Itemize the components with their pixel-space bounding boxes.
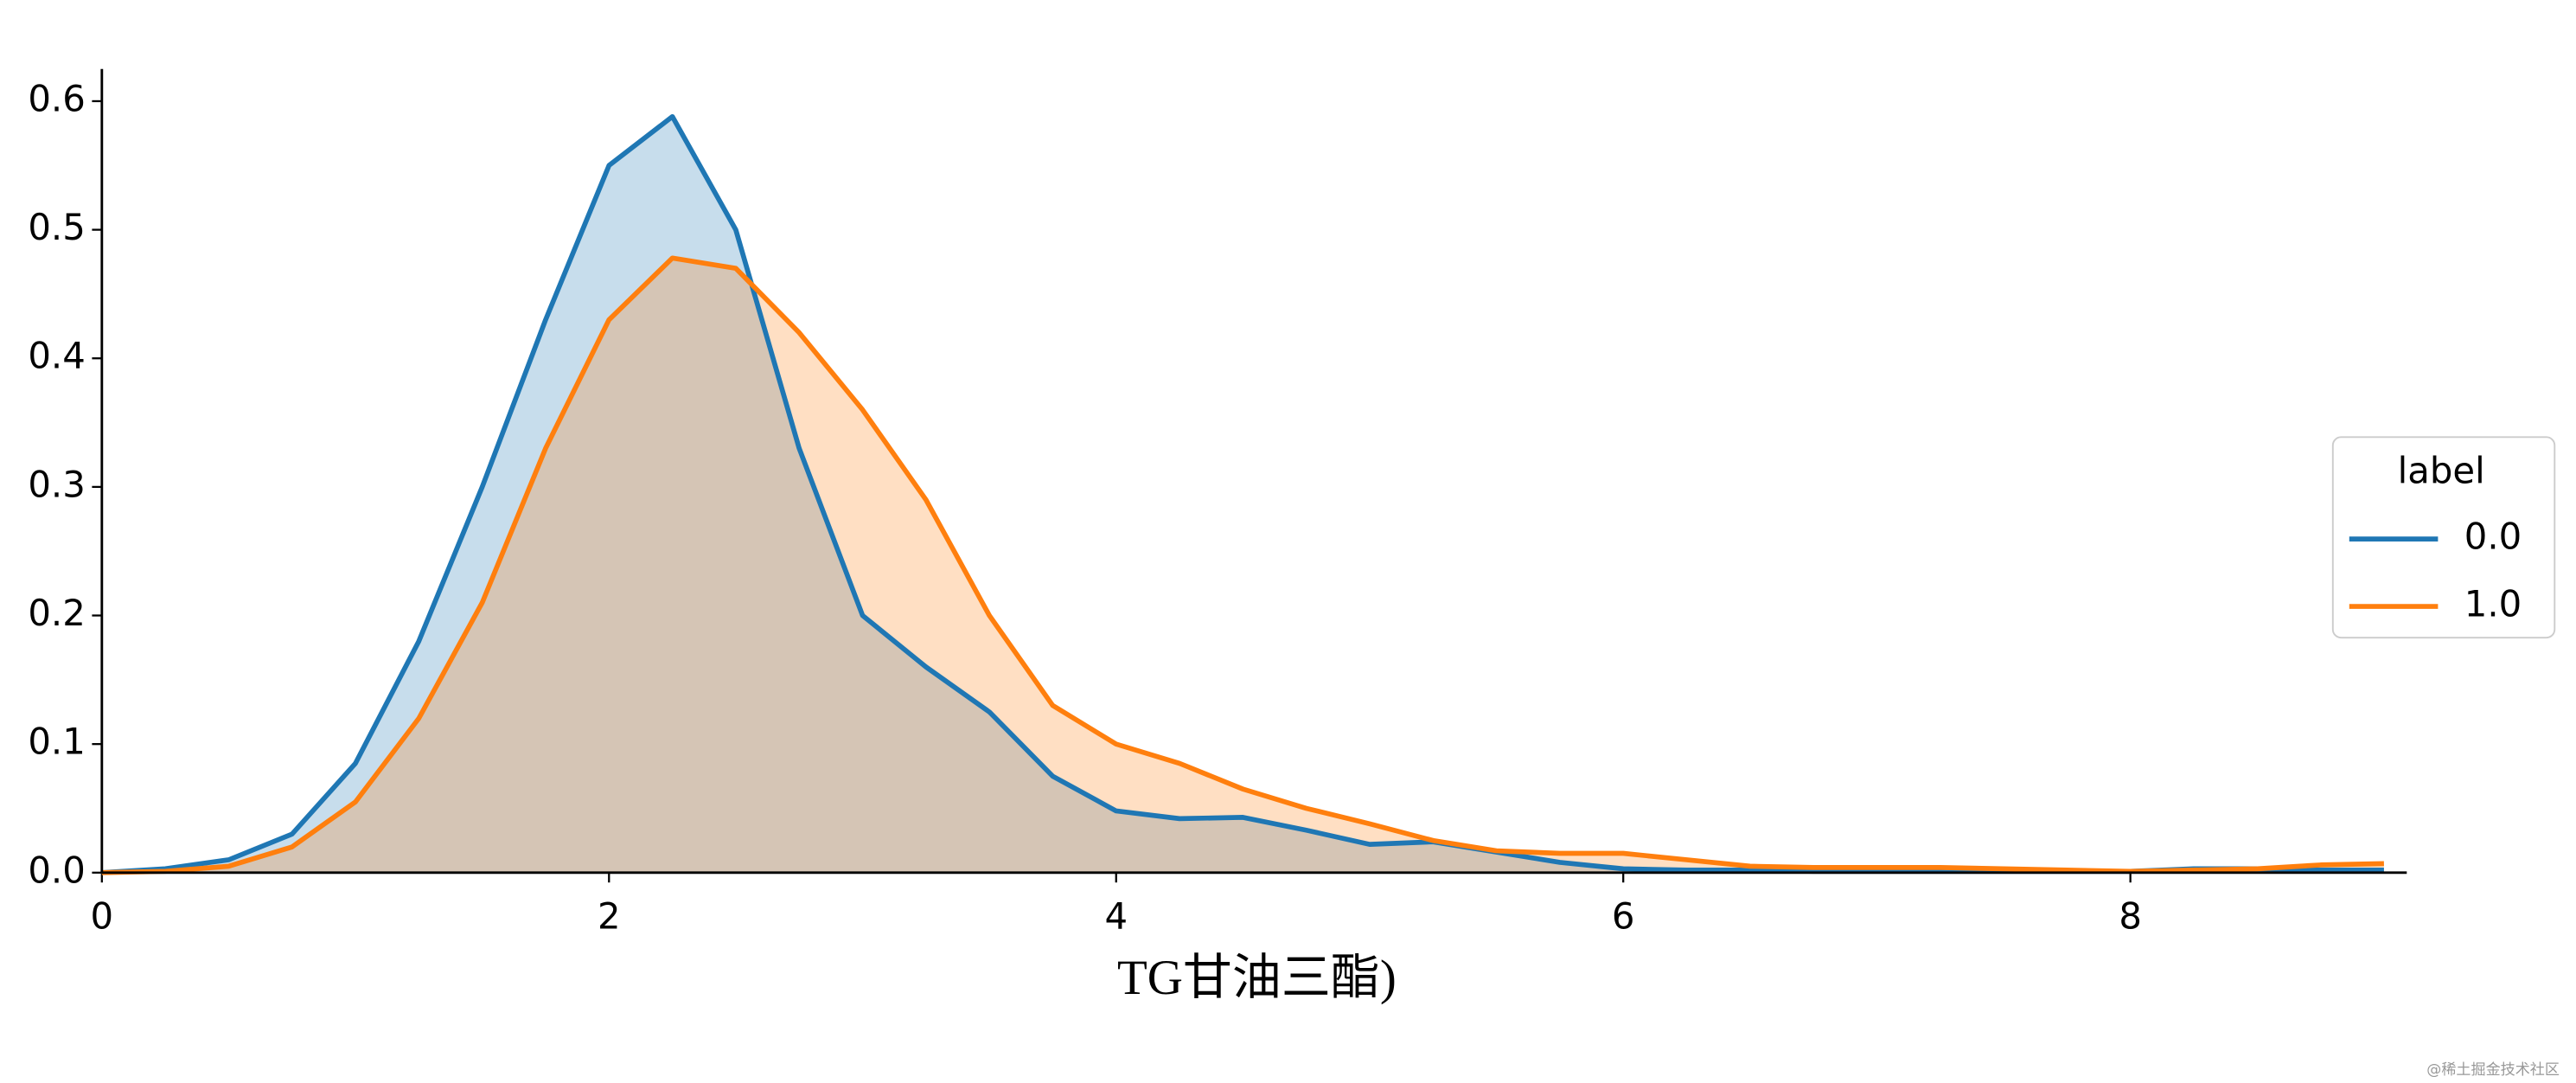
legend-title: label bbox=[2398, 450, 2485, 492]
y-tick-label: 0.4 bbox=[28, 335, 85, 377]
x-tick-label: 2 bbox=[598, 895, 621, 938]
x-tick-label: 6 bbox=[1612, 895, 1635, 938]
y-tick-label: 0.0 bbox=[28, 849, 85, 891]
y-tick-label: 0.3 bbox=[28, 463, 85, 505]
x-tick-label: 4 bbox=[1104, 895, 1128, 938]
y-tick-label: 0.6 bbox=[28, 77, 85, 119]
y-tick-label: 0.2 bbox=[28, 592, 85, 634]
y-tick-label: 0.5 bbox=[28, 206, 85, 248]
legend-label: 1.0 bbox=[2464, 583, 2522, 625]
x-tick-label: 8 bbox=[2119, 895, 2142, 938]
x-tick-label: 0 bbox=[91, 895, 114, 938]
watermark: @稀土掘金技术社区 bbox=[2426, 1061, 2560, 1079]
area-fill bbox=[101, 116, 2384, 873]
area-fill bbox=[101, 258, 2384, 873]
legend-box bbox=[2331, 436, 2556, 639]
legend-label: 0.0 bbox=[2464, 516, 2522, 558]
x-axis-label: TG甘油三酯) bbox=[1117, 951, 1397, 1005]
line bbox=[101, 255, 2384, 875]
line bbox=[101, 113, 2384, 875]
y-tick-label: 0.1 bbox=[28, 721, 85, 763]
